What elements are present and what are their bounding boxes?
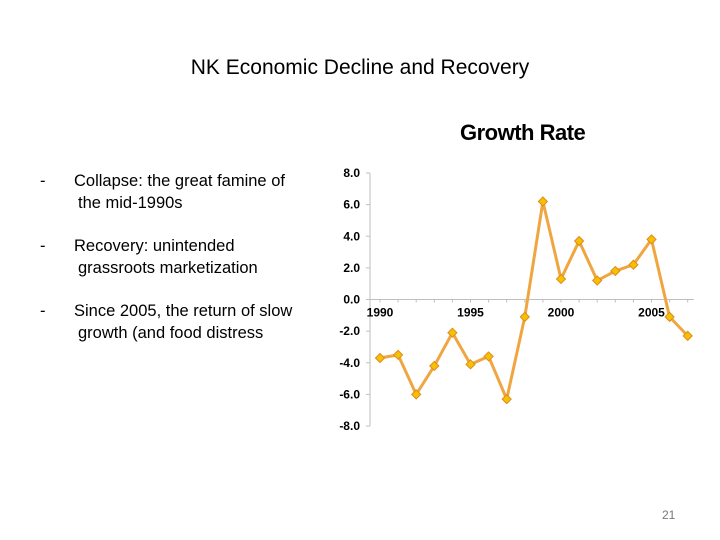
bullet-dash: - <box>40 302 46 320</box>
data-point-marker <box>610 265 621 277</box>
bullet-line: Recovery: unintended <box>74 237 235 255</box>
data-point-marker <box>374 352 386 364</box>
data-point-marker <box>429 360 440 372</box>
y-tick-label: 6.0 <box>343 198 360 212</box>
y-tick-label: 8.0 <box>343 166 360 180</box>
bullet-dash: - <box>40 237 46 255</box>
data-point-marker <box>591 275 603 286</box>
data-point-marker <box>646 234 657 245</box>
data-point-marker <box>537 196 549 207</box>
bullet-item: - Recovery: unintended grassroots market… <box>38 235 328 279</box>
bullet-line: Collapse: the great famine of <box>74 172 285 190</box>
slide-title: NK Economic Decline and Recovery <box>190 56 530 79</box>
data-point-marker <box>410 389 422 400</box>
series-line <box>379 199 689 401</box>
bullet-item: - Collapse: the great famine of the mid-… <box>38 170 328 214</box>
data-point-marker <box>682 330 693 342</box>
data-point-marker <box>392 349 404 361</box>
data-point-marker <box>628 259 639 270</box>
y-tick-label: 4.0 <box>343 229 360 243</box>
bullet-item: - Since 2005, the return of slow growth … <box>38 300 328 344</box>
y-tick-label: 0.0 <box>343 293 360 307</box>
data-point-marker <box>573 235 585 247</box>
growth-rate-chart: Growth Rate 8.0 6.0 4.0 2.0 0.0 -2.0 -4.0 -6.0 -… <box>322 110 702 445</box>
x-tick-label: 2005 <box>638 306 665 320</box>
data-point-marker <box>555 273 567 285</box>
page-number: 21 <box>662 508 676 522</box>
bullet-line-continued: growth (and food distress <box>78 324 264 342</box>
y-tick-label: -2.0 <box>339 324 360 338</box>
bullet-list: - Collapse: the great famine of the mid-… <box>38 170 328 365</box>
chart-canvas: 8.0 6.0 4.0 2.0 0.0 -2.0 -4.0 -6.0 -8.0 1990 1995 2… <box>339 166 694 433</box>
bullet-line: Since 2005, the return of slow <box>74 302 293 320</box>
y-tick-label: -6.0 <box>339 387 360 401</box>
y-tick-label: -8.0 <box>339 419 360 433</box>
data-point-marker <box>447 327 458 338</box>
data-point-marker <box>519 311 531 323</box>
x-tick-label: 2000 <box>548 306 575 320</box>
x-tick-label: 1995 <box>457 306 484 320</box>
bullet-line-continued: grassroots marketization <box>78 259 258 277</box>
y-tick-label: -4.0 <box>339 356 360 370</box>
chart-title: Growth Rate <box>460 120 586 145</box>
bullet-dash: - <box>40 172 46 190</box>
y-tick-label: 2.0 <box>343 261 360 275</box>
bullet-line-continued: the mid-1990s <box>78 194 183 212</box>
data-point-marker <box>465 359 476 370</box>
x-tick-label: 1990 <box>367 306 394 320</box>
data-point-marker <box>501 393 512 405</box>
data-point-marker <box>664 311 675 323</box>
data-point-marker <box>483 351 494 362</box>
